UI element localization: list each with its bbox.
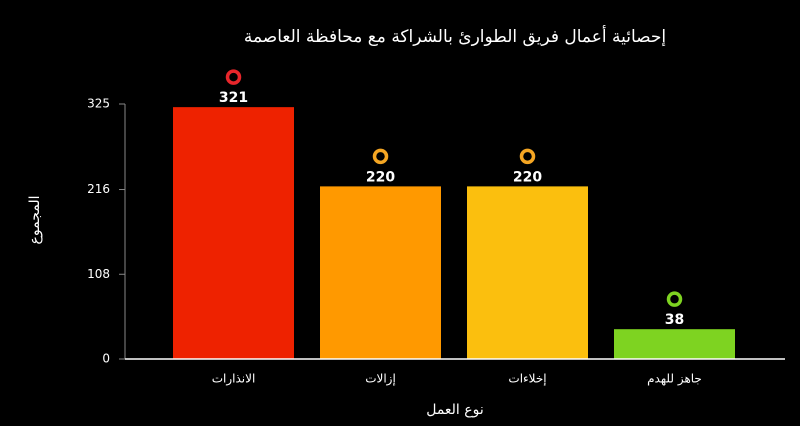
y-tick-label: 0 <box>102 352 110 366</box>
y-tick-label: 325 <box>87 97 110 111</box>
bar <box>173 107 294 359</box>
data-marker <box>225 69 242 85</box>
data-label: 321 <box>219 90 248 106</box>
x-tick-label: جاهز للهدم <box>647 372 702 387</box>
chart-title: إحصائية أعمال فريق الطوارئ بالشراكة مع م… <box>244 25 666 47</box>
x-tick-label: إخلاءات <box>508 372 546 386</box>
y-tick-label: 108 <box>87 267 110 281</box>
x-tick-label: إزالات <box>365 372 396 387</box>
data-marker <box>519 148 536 165</box>
data-label: 38 <box>665 312 684 328</box>
bar <box>614 329 735 359</box>
data-label: 220 <box>366 169 395 185</box>
bar <box>467 186 588 359</box>
y-tick-label: 216 <box>87 182 110 196</box>
data-label: 220 <box>513 169 542 185</box>
x-axis-title: نوع العمل <box>426 402 484 418</box>
bar <box>320 186 441 359</box>
y-axis-title: المجموع <box>27 196 43 245</box>
data-marker <box>372 148 389 165</box>
x-tick-label: الانذارات <box>212 372 256 387</box>
data-marker <box>666 291 683 307</box>
